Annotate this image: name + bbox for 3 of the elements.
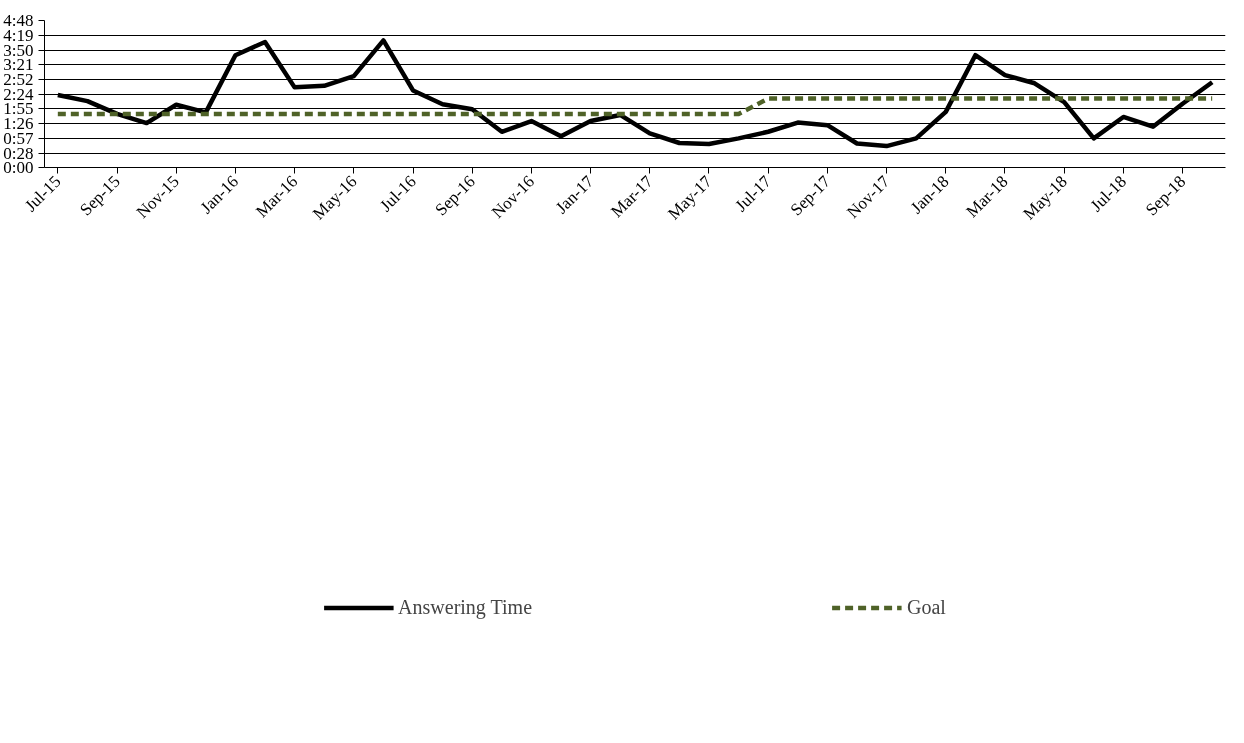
line-series <box>55 38 1215 149</box>
legend-label: Goal <box>907 595 946 619</box>
legend-label: Answering Time <box>398 595 533 619</box>
